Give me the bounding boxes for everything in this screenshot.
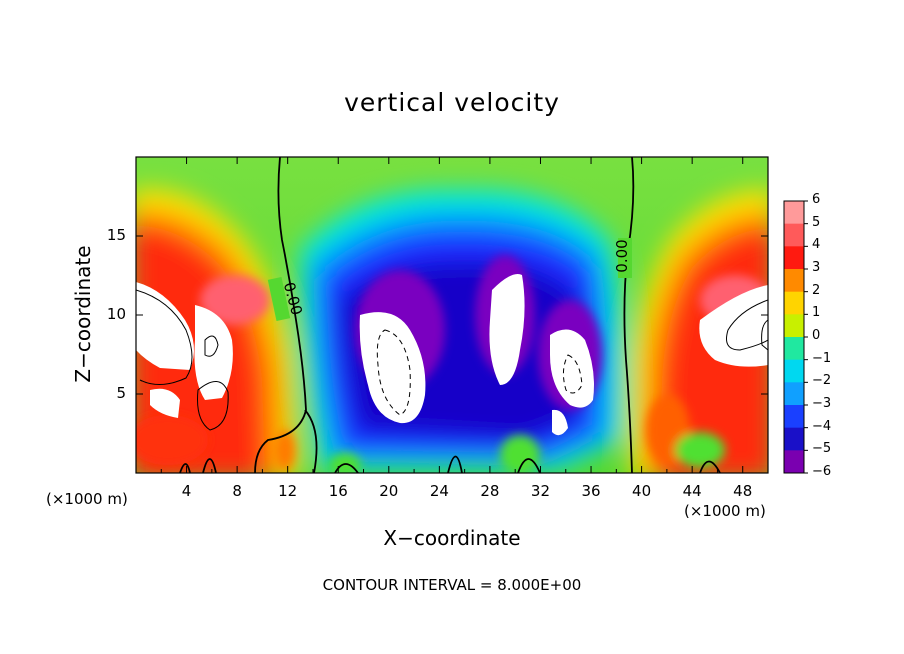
zero-contour-right	[623, 157, 635, 473]
colorbar-swatch	[784, 382, 804, 406]
colorbar-label: 0	[812, 328, 821, 343]
zero-contour-base-3	[517, 458, 541, 473]
x-tick-label: 44	[682, 482, 702, 500]
colorbar-label: −4	[812, 418, 832, 434]
colorbar-swatch	[784, 427, 804, 451]
zero-contour-base-6	[202, 458, 217, 473]
colorbar-swatch	[784, 359, 804, 383]
x-unit-label-left: (×1000 m)	[46, 490, 128, 508]
colorbar-swatch	[784, 337, 804, 361]
y-axis-ticks	[136, 235, 768, 395]
colorbar-label: −2	[812, 373, 832, 389]
colorbar-swatch	[784, 450, 804, 474]
y-axis-label: Z−coordinate	[71, 245, 95, 383]
contour-lines	[179, 157, 721, 473]
colorbar-label: −5	[812, 441, 832, 457]
x-tick-label: 8	[232, 482, 242, 500]
colorbar-swatch	[784, 223, 804, 247]
chart-title: vertical velocity	[344, 88, 560, 117]
negative-contours	[376, 329, 583, 416]
colorbar-label: 1	[812, 305, 821, 321]
colorbar	[783, 200, 808, 474]
x-tick-label: 32	[530, 482, 551, 500]
colorbar-swatch	[784, 291, 804, 315]
colorbar-label: −3	[812, 396, 832, 411]
contour-label-right: 0.00	[613, 239, 631, 272]
zero-contour-base-4	[699, 460, 721, 473]
x-tick-label: 4	[181, 482, 192, 500]
colorbar-label: 5	[812, 214, 821, 230]
x-tick-label: 36	[581, 482, 601, 500]
colorbar-swatch	[784, 314, 804, 338]
zero-contour-base-2	[447, 455, 463, 473]
colorbar-label: 4	[812, 237, 821, 253]
x-axis-label: X−coordinate	[383, 526, 521, 550]
colorbar-swatch	[784, 246, 804, 270]
x-tick-label: 28	[480, 482, 500, 500]
contour-interval-note: CONTOUR INTERVAL = 8.000E+00	[322, 576, 582, 594]
zero-contour-base-5	[179, 463, 191, 473]
colorbar-label: 2	[812, 282, 821, 298]
y-tick-label: 10	[106, 305, 126, 323]
x-unit-label-right: (×1000 m)	[684, 502, 766, 520]
heatmap-field	[136, 157, 768, 473]
colorbar-swatch	[784, 201, 804, 225]
zero-contour-left-base	[304, 409, 318, 473]
zero-contour-base-1	[334, 463, 359, 473]
x-axis-ticks	[160, 157, 744, 473]
y-tick-label: 15	[106, 226, 126, 244]
colorbar-label: 6	[812, 192, 821, 207]
x-tick-label: 40	[632, 482, 652, 500]
colorbar-label: −1	[812, 350, 832, 366]
x-tick-label: 16	[328, 482, 348, 500]
y-tick-label: 5	[116, 384, 126, 402]
x-tick-label: 24	[429, 482, 449, 500]
saturated-regions	[136, 274, 768, 436]
x-tick-label: 20	[379, 482, 399, 500]
colorbar-label: 3	[812, 260, 821, 275]
colorbar-label: −6	[812, 464, 832, 479]
colorbar-swatch	[784, 405, 804, 429]
colorbar-swatch	[784, 269, 804, 293]
x-tick-label: 48	[733, 482, 753, 500]
zero-contour-left	[254, 157, 307, 473]
x-tick-label: 12	[278, 482, 298, 500]
contour-lines-thin	[136, 289, 768, 431]
